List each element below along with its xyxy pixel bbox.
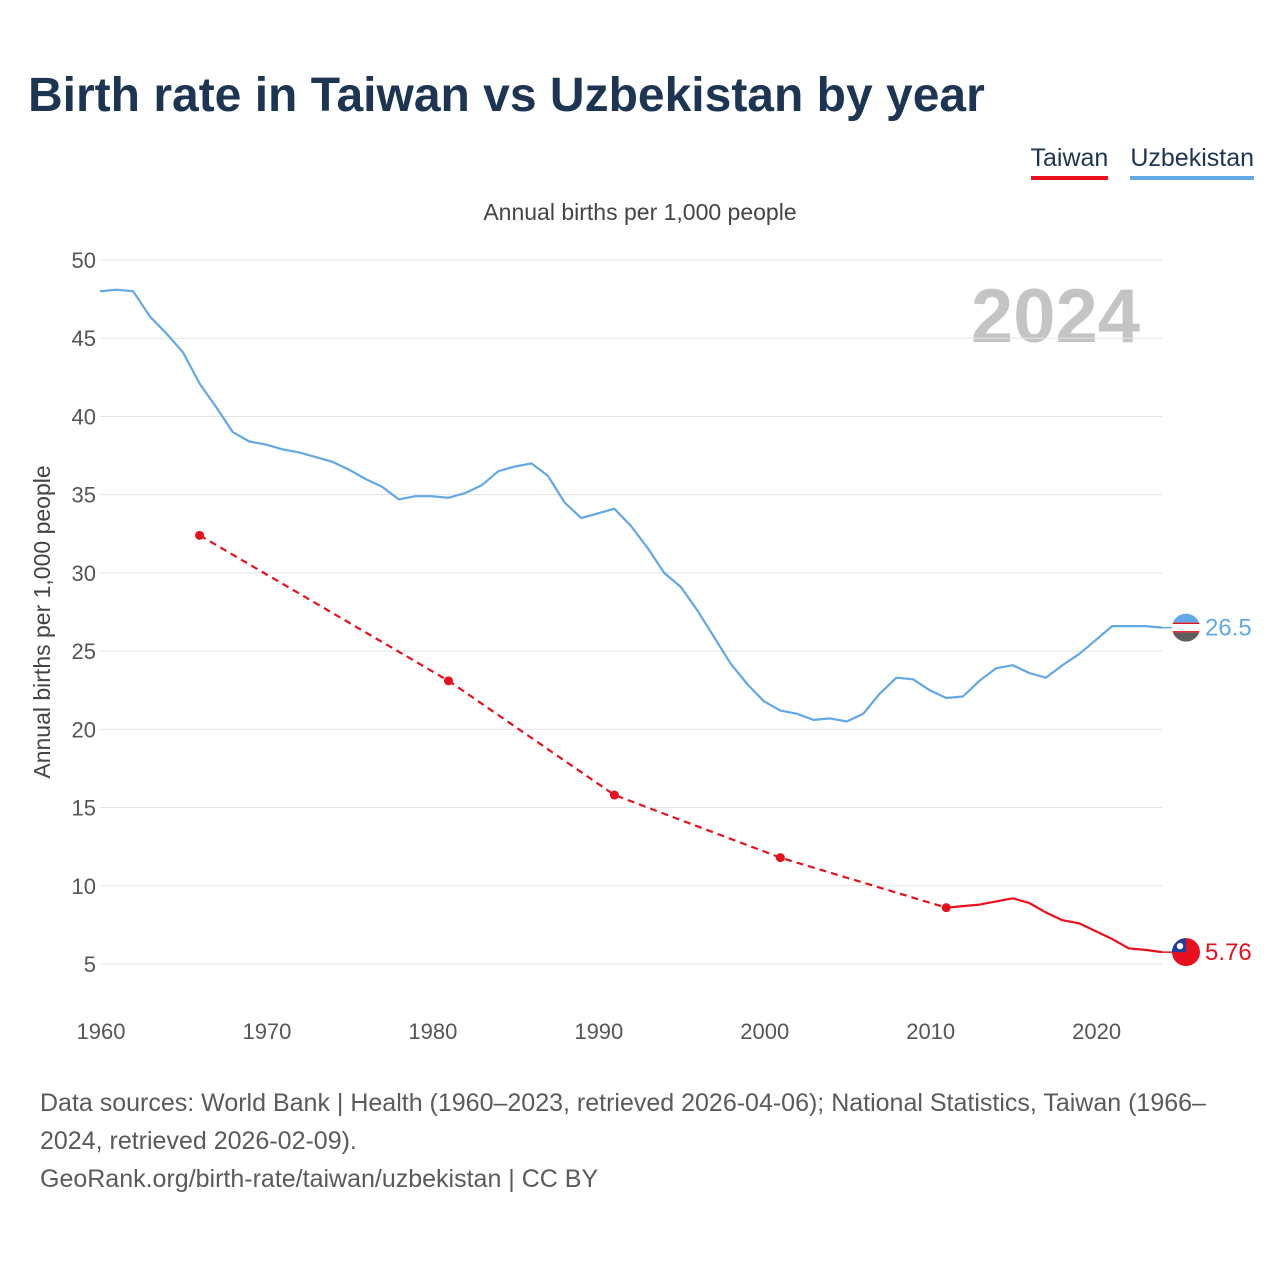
gridlines [100,259,1162,965]
legend-item-taiwan[interactable]: Taiwan [1030,144,1109,180]
y-tick-label: 5 [84,952,96,977]
taiwan-line-1 [946,897,1163,954]
credit-link[interactable]: GeoRank.org/birth-rate/taiwan/uzbekistan… [40,1165,599,1193]
x-tick-label: 2010 [906,1019,955,1044]
chart-subtitle: Annual births per 1,000 people [483,199,796,225]
y-axis-title: Annual births per 1,000 people [29,465,55,778]
line-chart: Annual births per 1,000 people Annual bi… [29,199,1252,1044]
taiwan-point-1991 [609,790,619,800]
x-axis-ticks: 1960 1970 1980 1990 2000 2010 2020 [77,1019,1122,1044]
uzbekistan-flag-icon [1172,613,1200,642]
y-tick-label: 30 [72,561,96,586]
taiwan-point-1966 [195,530,205,540]
taiwan-end-label: 5.76 [1205,939,1252,966]
y-tick-label: 50 [72,248,96,273]
current-year-watermark: 2024 [971,274,1140,359]
taiwan-point-2001 [775,853,785,863]
x-tick-label: 2020 [1072,1019,1121,1044]
series-layer [99,288,1163,954]
data-sources: Data sources: World Bank | Health (1960–… [40,1089,1206,1155]
taiwan-flag-icon [1172,938,1200,967]
y-tick-label: 35 [72,483,96,508]
y-tick-label: 15 [72,796,96,821]
x-tick-label: 2000 [740,1019,789,1044]
x-tick-label: 1960 [77,1019,126,1044]
chart-title: Birth rate in Taiwan vs Uzbekistan by ye… [28,69,985,122]
y-axis-ticks: 5 10 15 20 25 30 35 40 45 50 [72,248,96,977]
legend: Taiwan Uzbekistan [1030,144,1254,180]
x-tick-label: 1980 [408,1019,457,1044]
x-tick-label: 1970 [242,1019,291,1044]
y-tick-label: 20 [72,717,96,742]
legend-item-uzbekistan[interactable]: Uzbekistan [1130,144,1254,180]
footer: Data sources: World Bank | Health (1960–… [40,1084,1250,1198]
y-tick-label: 40 [72,404,96,429]
uzbekistan-end-label: 26.5 [1205,615,1252,642]
uzbekistan-line-0 [99,288,1163,723]
end-labels: 26.5 5.76 [1162,613,1252,967]
y-tick-label: 10 [72,874,96,899]
y-tick-label: 45 [72,326,96,351]
taiwan-point-2011 [941,903,951,913]
taiwan-line-dashed-0 [199,534,947,909]
y-tick-label: 25 [72,639,96,664]
taiwan-point-1981 [443,676,453,686]
x-tick-label: 1990 [574,1019,623,1044]
